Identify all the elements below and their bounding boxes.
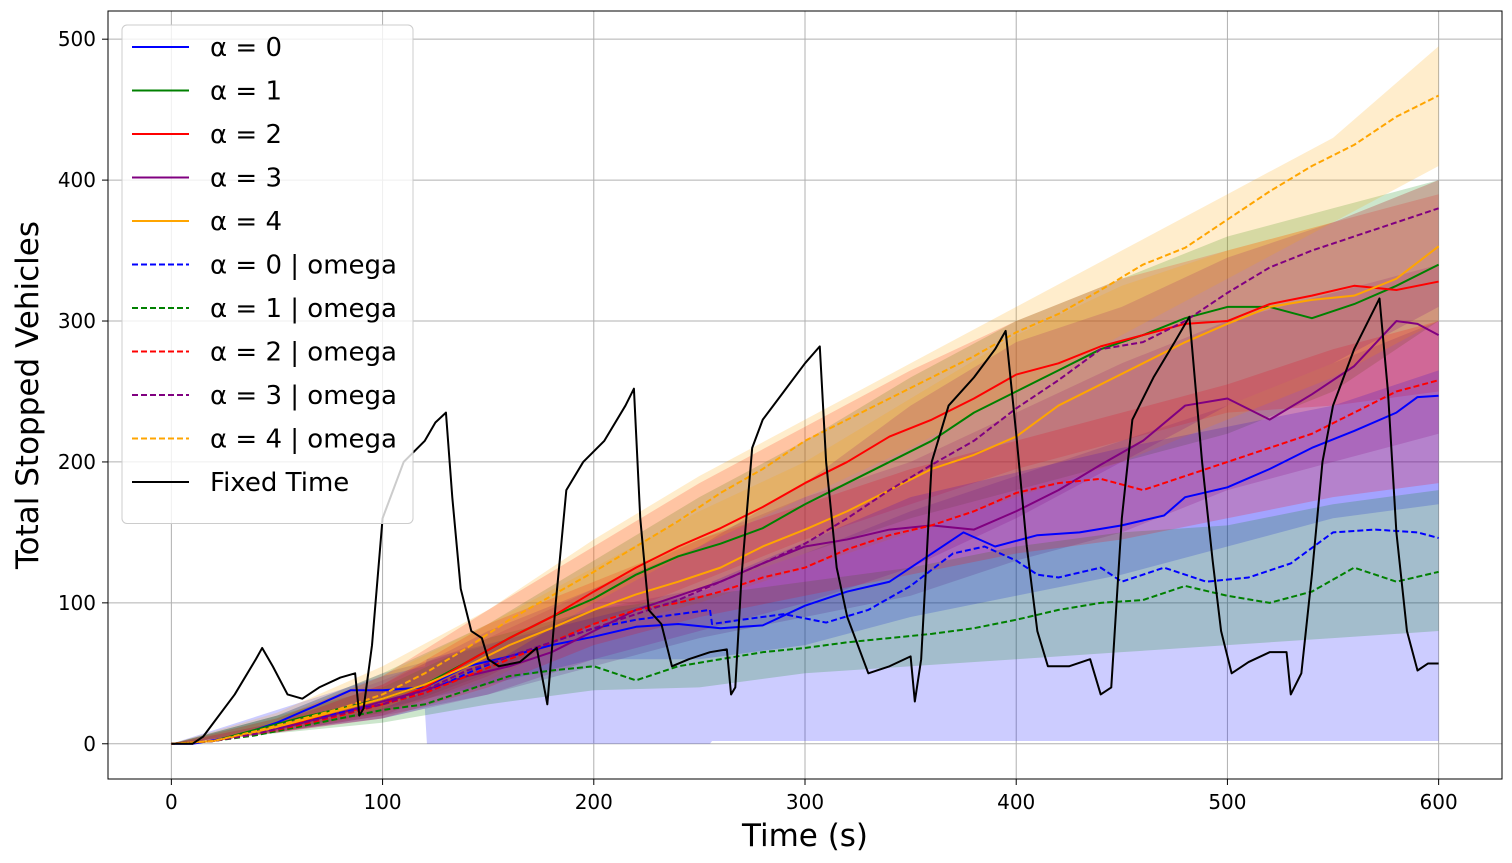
legend-label: α = 3 | omega	[210, 381, 397, 411]
legend-label: α = 0	[210, 33, 282, 63]
confidence-bands	[171, 46, 1439, 744]
legend-label: α = 0 | omega	[210, 251, 397, 281]
confidence-band	[171, 490, 1439, 744]
confidence-band	[171, 180, 1439, 744]
y-tick-label: 500	[58, 27, 96, 51]
x-axis-title: Time (s)	[741, 818, 868, 854]
series-line	[171, 245, 1440, 745]
y-tick-label: 0	[83, 732, 96, 756]
y-axis-title: Total Stopped Vehicles	[10, 221, 46, 570]
series-line	[171, 379, 1439, 745]
series-line	[171, 207, 1439, 745]
legend-box	[121, 24, 414, 524]
x-tick-label: 0	[165, 790, 178, 814]
series-line	[171, 280, 1439, 745]
legend-label: Fixed Time	[210, 468, 349, 498]
confidence-band	[171, 194, 1439, 744]
y-tick-label: 100	[58, 591, 96, 615]
x-tick-label: 400	[997, 790, 1035, 814]
legend-label: α = 1	[210, 77, 282, 107]
x-tick-label: 200	[575, 790, 613, 814]
x-tick-label: 100	[363, 790, 401, 814]
y-tick-label: 400	[58, 168, 96, 192]
series-line	[171, 566, 1439, 745]
legend-label: α = 2 | omega	[210, 338, 397, 368]
x-tick-label: 600	[1420, 790, 1458, 814]
confidence-band	[171, 321, 1439, 744]
series-lines	[171, 94, 1440, 745]
series-line	[171, 320, 1440, 745]
legend-label: α = 3	[210, 164, 282, 194]
axis-ticks: 0 100 200 300 400 500 600 0 100 200 300 400 500	[58, 27, 1458, 814]
series-line	[171, 94, 1440, 745]
y-tick-label: 300	[58, 309, 96, 333]
legend-label: α = 4	[210, 207, 282, 237]
legend-label: α = 2	[210, 120, 282, 150]
x-tick-label: 300	[786, 790, 824, 814]
confidence-band	[171, 321, 1439, 744]
x-tick-label: 500	[1208, 790, 1246, 814]
legend-label: α = 4 | omega	[210, 425, 397, 455]
y-tick-label: 200	[58, 450, 96, 474]
confidence-band	[171, 180, 1439, 744]
confidence-band	[171, 180, 1439, 744]
legend-label: α = 1 | omega	[210, 294, 397, 324]
legend: α = 0 α = 1 α = 2 α = 3 α = 4 α = 0 | omega α …	[121, 24, 414, 524]
